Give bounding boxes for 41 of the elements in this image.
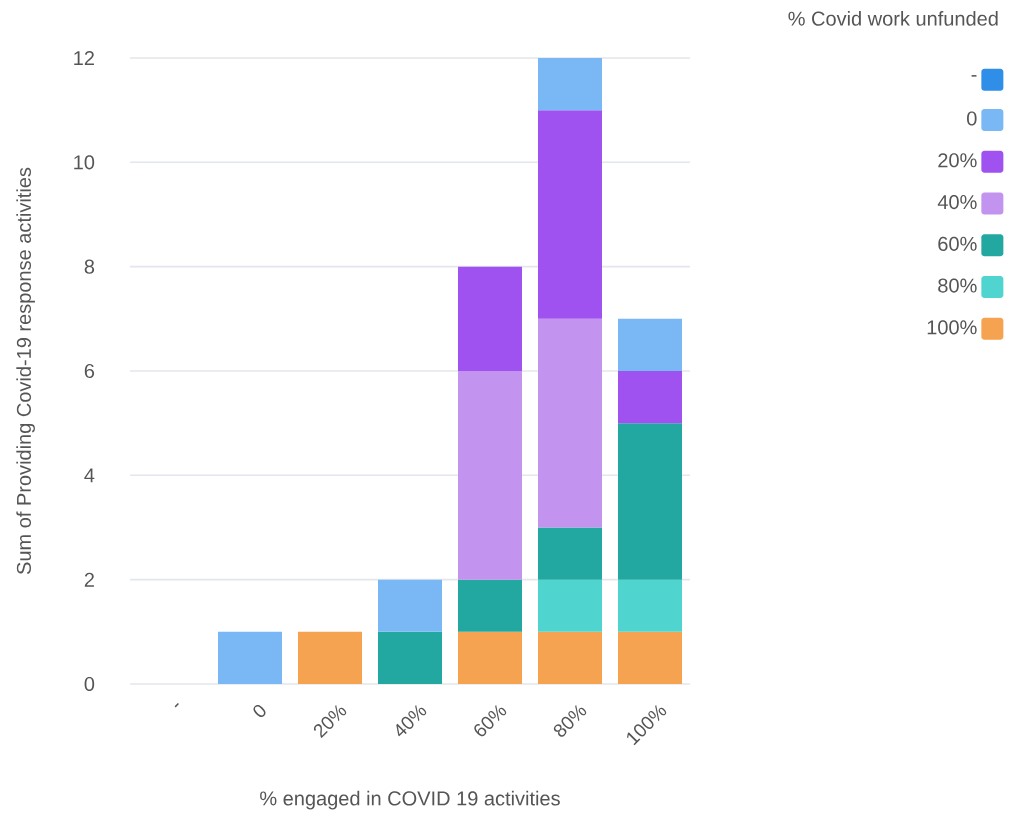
y-axis-title: Sum of Providing Covid-19 response activities: [16, 167, 35, 575]
legend-label: 80%: [938, 278, 977, 293]
x-axis-title: % engaged in COVID 19 activities: [260, 790, 560, 810]
legend-label: 40%: [937, 194, 977, 210]
y-tick-label: 6: [84, 363, 95, 379]
bar: [298, 631, 363, 684]
legend-label: 100%: [927, 320, 977, 335]
y-tick-label: 2: [84, 572, 94, 587]
bar: [458, 579, 522, 632]
bar: [458, 266, 522, 371]
bar: [618, 631, 682, 684]
bar: [378, 631, 442, 684]
x-tick-label: 80%: [553, 705, 587, 737]
x-tick-label: -: [174, 703, 179, 708]
y-tick-label: 10: [74, 155, 95, 170]
bar: [218, 631, 282, 684]
bar: [538, 527, 602, 580]
bar: [458, 370, 522, 580]
y-tick-label: 4: [84, 468, 95, 483]
bar: [458, 631, 522, 684]
bar: [618, 318, 682, 371]
bar: [538, 631, 602, 684]
legend-label: 0: [967, 111, 977, 126]
bar: [538, 110, 602, 319]
bar: [538, 579, 602, 632]
y-tick-label: 0: [84, 676, 95, 692]
y-tick-label: 12: [74, 51, 94, 65]
x-tick-label: 60%: [474, 705, 507, 737]
legend-label: 20%: [938, 153, 977, 168]
y-tick-label: 8: [84, 259, 95, 274]
bar: [618, 370, 682, 424]
bar: [378, 579, 442, 632]
bar: [538, 57, 602, 111]
bar: [618, 423, 682, 580]
legend-label: -: [971, 75, 977, 77]
x-tick-label: 40%: [396, 705, 427, 737]
bar: [538, 318, 602, 528]
x-tick-label: 0: [253, 704, 266, 717]
legend-label: 60%: [938, 236, 977, 251]
bar: [618, 579, 682, 632]
legend-title: % Covid work unfunded: [788, 11, 998, 26]
